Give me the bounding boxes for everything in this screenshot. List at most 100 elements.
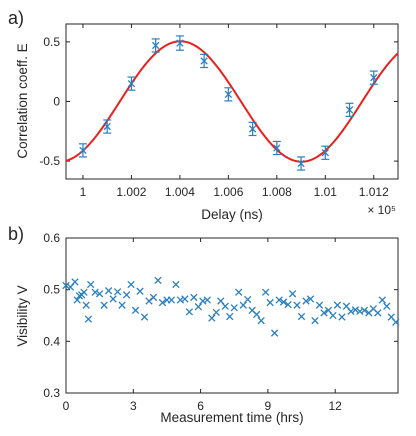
data-point xyxy=(383,302,391,310)
data-point xyxy=(370,73,378,82)
panel-a-label: a) xyxy=(8,8,24,28)
data-point xyxy=(351,306,360,314)
data-point xyxy=(273,144,281,152)
data-point xyxy=(284,300,292,309)
data-point xyxy=(257,317,265,325)
data-point xyxy=(176,296,185,304)
data-point xyxy=(176,39,184,47)
y-tick-label: 0.3 xyxy=(43,386,60,400)
data-point xyxy=(392,318,400,326)
panel-b-label: b) xyxy=(8,224,24,244)
data-point xyxy=(62,281,70,290)
data-point xyxy=(230,304,238,312)
data-point xyxy=(279,298,288,306)
data-point xyxy=(345,106,354,114)
data-point xyxy=(302,297,310,305)
plot-a-xlabel: Delay (ns) xyxy=(201,207,263,222)
data-point xyxy=(127,79,136,88)
data-point xyxy=(321,149,329,157)
data-point xyxy=(203,296,211,304)
data-point xyxy=(104,287,113,295)
plot-a-ticks: 1 1.002 1.004 1.006 1.008 1.01 1.012 -0.5 0 0.5 xyxy=(39,24,398,199)
data-point xyxy=(152,41,160,50)
data-point xyxy=(221,302,229,310)
data-point xyxy=(311,317,319,325)
data-point xyxy=(109,295,117,303)
data-point xyxy=(127,280,135,289)
x-tick-label: 1.006 xyxy=(213,185,243,199)
data-point xyxy=(297,312,306,321)
plot-b-ticks: 0 3 6 9 12 0.3 0.4 0.5 0.6 xyxy=(43,231,398,413)
data-point xyxy=(167,296,176,304)
data-point xyxy=(293,301,301,309)
y-tick-label: 0.4 xyxy=(43,334,60,348)
data-point xyxy=(172,280,180,289)
y-tick-label: 0.6 xyxy=(43,231,60,245)
data-point xyxy=(82,301,90,309)
plot-b-points xyxy=(62,276,400,337)
data-point xyxy=(100,301,108,309)
x-tick-label: 1.008 xyxy=(262,185,292,199)
data-point xyxy=(79,146,87,155)
data-point xyxy=(306,295,315,303)
y-tick-label: -0.5 xyxy=(39,154,60,168)
data-point xyxy=(199,297,207,305)
x-tick-label: 1.01 xyxy=(314,185,338,199)
data-point xyxy=(329,311,337,320)
data-point xyxy=(149,293,158,302)
y-tick-label: 0.5 xyxy=(43,283,60,297)
x-tick-label: 1.002 xyxy=(116,185,146,199)
data-point xyxy=(185,308,194,316)
x-tick-label: 9 xyxy=(265,399,272,413)
data-point xyxy=(297,159,305,168)
x-tick-label: 1.012 xyxy=(359,185,389,199)
data-point xyxy=(288,290,297,298)
x-tick-label: 6 xyxy=(197,399,204,413)
data-point xyxy=(266,298,274,307)
data-point xyxy=(374,309,382,317)
data-point xyxy=(360,306,369,314)
data-point xyxy=(140,313,149,321)
data-point xyxy=(71,278,79,286)
data-point xyxy=(118,301,126,309)
data-point xyxy=(320,309,328,317)
data-point xyxy=(136,287,144,295)
data-point xyxy=(347,307,355,316)
data-point xyxy=(338,313,346,321)
data-point xyxy=(103,122,111,131)
x-tick-label: 1 xyxy=(80,185,87,199)
data-point xyxy=(315,301,324,309)
x-tick-label: 0 xyxy=(63,399,70,413)
y-tick-label: 0 xyxy=(53,95,60,109)
x-tick-label: 1.004 xyxy=(165,185,195,199)
data-point xyxy=(239,301,247,309)
data-point xyxy=(190,293,198,302)
plot-a-ylabel: Correlation coeff. E xyxy=(15,43,30,158)
data-point xyxy=(131,306,140,314)
y-tick-label: 0.5 xyxy=(43,35,60,49)
plot-b-frame xyxy=(65,237,399,394)
plot-b-xlabel: Measurement time (hrs) xyxy=(160,410,303,425)
data-point xyxy=(200,57,208,65)
data-point xyxy=(181,295,189,303)
plot-a-points xyxy=(78,35,378,171)
data-point xyxy=(84,315,93,323)
data-point xyxy=(113,288,122,296)
data-point xyxy=(91,288,99,296)
data-point xyxy=(95,290,104,298)
data-point xyxy=(275,296,283,304)
data-point xyxy=(122,291,131,299)
data-point xyxy=(235,288,243,296)
data-point xyxy=(248,125,257,133)
data-point xyxy=(154,276,162,285)
data-point xyxy=(226,312,234,321)
x-tick-label: 12 xyxy=(329,399,343,413)
data-point xyxy=(80,288,88,296)
data-point xyxy=(208,314,216,322)
x-tick-label: 3 xyxy=(130,399,137,413)
data-point xyxy=(244,295,252,304)
data-point xyxy=(87,280,95,289)
plot-b-ylabel: Visibility V xyxy=(15,285,30,346)
data-point xyxy=(333,301,342,309)
